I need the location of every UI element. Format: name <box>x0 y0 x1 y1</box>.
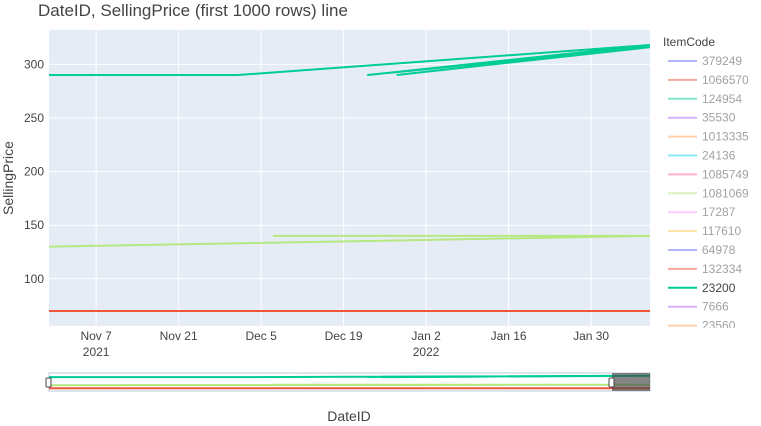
legend: 379249 1066570 124954 35530 1013335 24136 1085… <box>668 54 749 333</box>
slider-line-1081069 <box>49 383 650 387</box>
legend-item-379249[interactable]: 379249 <box>668 54 742 68</box>
legend-label: 1066570 <box>702 73 749 87</box>
series-lines <box>49 44 650 312</box>
y-tick-label: 200 <box>24 165 44 179</box>
grid-lines <box>49 30 650 326</box>
legend-label: 23200 <box>702 281 736 295</box>
x-tick-label: Dec 19 <box>325 329 363 343</box>
chart-title: DateID, SellingPrice (first 1000 rows) l… <box>38 1 348 20</box>
legend-label: 24136 <box>702 149 736 163</box>
y-tick-label: 250 <box>24 111 44 125</box>
x-axis-title: DateID <box>327 408 371 424</box>
legend-item-1081069[interactable]: 1081069 <box>668 186 749 200</box>
legend-label: 64978 <box>702 243 736 257</box>
x-tick-label: Nov 21 <box>160 329 198 343</box>
x-tick-year-label: 2022 <box>413 345 440 359</box>
y-tick-label: 150 <box>24 218 44 232</box>
legend-label: 1081069 <box>702 186 749 200</box>
legend-label: 23560 <box>702 319 736 333</box>
y-tick-label: 100 <box>24 272 44 286</box>
legend-label: 17287 <box>702 205 736 219</box>
legend-label: 379249 <box>702 54 742 68</box>
plot-area[interactable] <box>49 30 650 326</box>
legend-item-23200[interactable]: 23200 <box>668 281 736 295</box>
legend-title: ItemCode <box>663 35 715 49</box>
legend-item-1066570[interactable]: 1066570 <box>668 73 749 87</box>
x-axis-ticks: Nov 7 2021 Nov 21 Dec 5 Dec 19 Jan 2 2022 Jan 1… <box>80 329 609 359</box>
y-axis-title: SellingPrice <box>0 141 16 215</box>
legend-label: 124954 <box>702 92 742 106</box>
legend-item-1013335[interactable]: 1013335 <box>668 130 749 144</box>
legend-item-7666[interactable]: 7666 <box>668 300 729 314</box>
legend-item-132334[interactable]: 132334 <box>668 262 742 276</box>
range-slider-lines <box>49 374 650 390</box>
legend-label: 7666 <box>702 300 729 314</box>
legend-label: 1013335 <box>702 130 749 144</box>
x-tick-label: Jan 30 <box>573 329 609 343</box>
x-tick-label: Dec 5 <box>245 329 277 343</box>
x-tick-year-label: 2021 <box>83 345 110 359</box>
x-tick-label: Jan 2 <box>411 329 441 343</box>
range-slider[interactable] <box>45 372 651 392</box>
legend-item-124954[interactable]: 124954 <box>668 92 742 106</box>
series-line-23200 <box>49 44 650 77</box>
range-slider-mask <box>612 373 650 391</box>
legend-item-24136[interactable]: 24136 <box>668 149 736 163</box>
legend-label: 132334 <box>702 262 742 276</box>
slider-line-23200 <box>49 374 650 379</box>
legend-label: 35530 <box>702 111 736 125</box>
legend-item-35530[interactable]: 35530 <box>668 111 736 125</box>
legend-item-17287[interactable]: 17287 <box>668 205 736 219</box>
y-axis-ticks: 100 150 200 250 300 <box>24 57 44 285</box>
legend-item-1085749[interactable]: 1085749 <box>668 167 749 181</box>
x-tick-label: Nov 7 <box>80 329 112 343</box>
range-slider-left-handle[interactable] <box>45 377 52 388</box>
range-slider-right-handle[interactable] <box>608 377 615 388</box>
y-tick-label: 300 <box>24 57 44 71</box>
x-tick-label: Jan 16 <box>491 329 527 343</box>
legend-item-117610[interactable]: 117610 <box>668 224 741 238</box>
legend-item-64978[interactable]: 64978 <box>668 243 736 257</box>
legend-label: 1085749 <box>702 167 749 181</box>
legend-item-23560[interactable]: 23560 <box>668 319 736 333</box>
legend-label: 117610 <box>702 224 741 238</box>
series-line-1081069 <box>49 234 650 248</box>
